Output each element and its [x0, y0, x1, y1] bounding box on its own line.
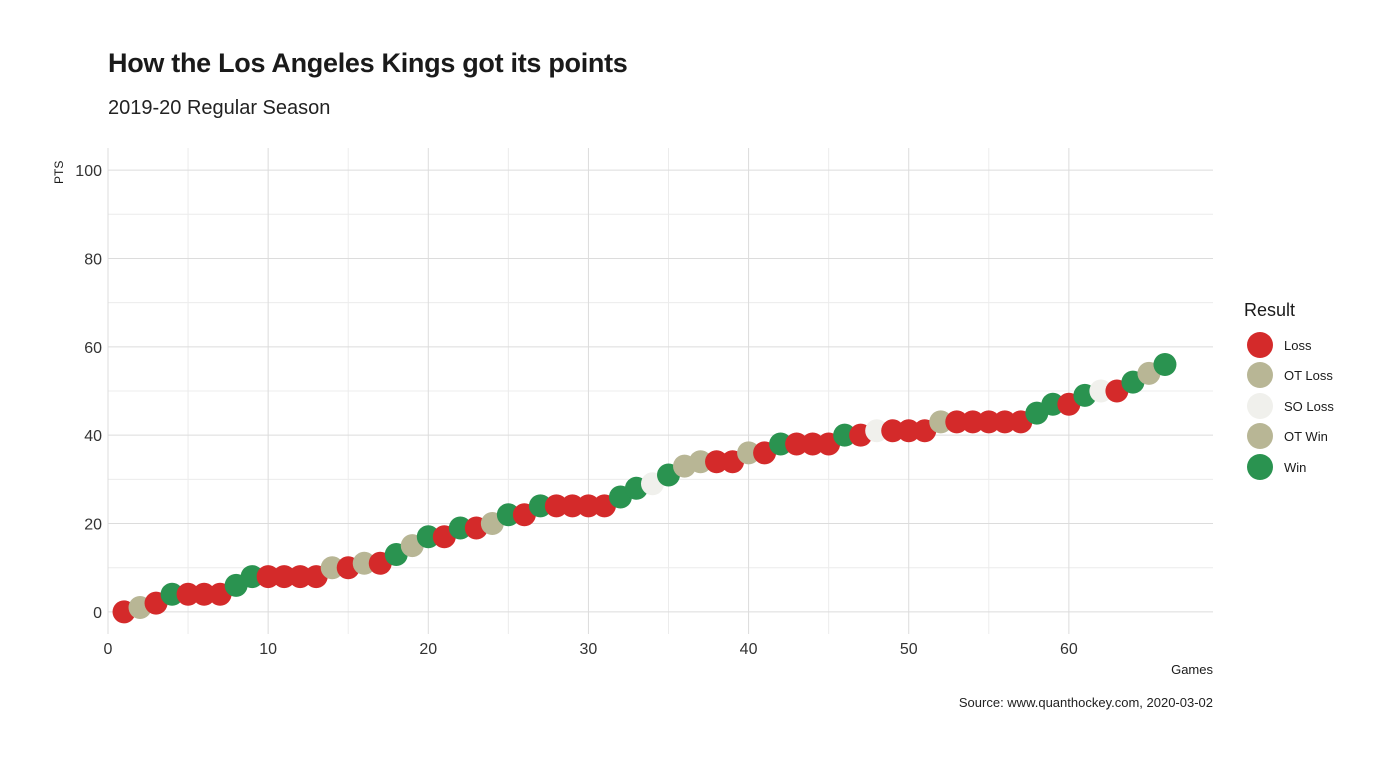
legend-label-so-loss: SO Loss: [1284, 398, 1334, 414]
y-tick-label: 0: [93, 605, 102, 622]
x-tick-labels: 0 10 20 30 40 50 60: [104, 641, 1078, 658]
y-tick-labels: 0 20 40 60 80 100: [75, 163, 102, 622]
point-win: [448, 516, 472, 540]
legend-item-loss: Loss: [1247, 331, 1311, 359]
point-loss: [544, 494, 568, 518]
minor-gridlines: [108, 148, 1213, 634]
x-tick-label: 60: [1060, 641, 1078, 658]
point-loss: [961, 410, 985, 434]
point-loss: [288, 565, 312, 589]
point-loss: [176, 582, 200, 606]
x-tick-label: 30: [580, 641, 598, 658]
point-loss: [881, 419, 905, 443]
point-loss: [576, 494, 600, 518]
point-so-loss: [865, 419, 889, 443]
x-tick-label: 50: [900, 641, 918, 658]
x-tick-label: 0: [104, 641, 113, 658]
legend-item-win: Win: [1247, 453, 1306, 481]
point-loss: [897, 419, 921, 443]
point-loss: [256, 565, 280, 589]
point-win: [833, 423, 857, 447]
legend-label-loss: Loss: [1284, 337, 1312, 353]
legend-swatch-loss: [1247, 332, 1273, 358]
legend-item-ot-win: OT Win: [1247, 422, 1328, 450]
y-tick-label: 100: [75, 163, 102, 180]
point-win: [769, 432, 793, 456]
point-loss: [272, 565, 296, 589]
legend-title: Result: [1244, 300, 1296, 320]
legend-swatch-win: [1247, 454, 1273, 480]
point-loss: [993, 410, 1017, 434]
point-loss: [801, 432, 825, 456]
legend-label-ot-loss: OT Loss: [1284, 367, 1333, 383]
chart-title: How the Los Angeles Kings got its points: [108, 48, 628, 78]
point-win: [1153, 352, 1177, 376]
point-ot-loss: [689, 450, 713, 474]
point-win: [240, 565, 264, 589]
y-tick-label: 20: [84, 517, 102, 534]
point-win: [1041, 392, 1065, 416]
point-loss: [560, 494, 584, 518]
major-gridlines: [107, 148, 1213, 634]
legend-swatch-so-loss: [1247, 393, 1273, 419]
y-tick-label: 80: [84, 251, 102, 268]
legend-label-win: Win: [1284, 459, 1307, 475]
point-win: [496, 503, 520, 527]
x-axis-label: Games: [1171, 662, 1213, 677]
point-ot-win: [320, 556, 344, 580]
legend-label-ot-win: OT Win: [1284, 428, 1328, 444]
x-tick-label: 10: [259, 641, 277, 658]
chart-subtitle: 2019-20 Regular Season: [108, 97, 331, 119]
point-ot-loss: [929, 410, 953, 434]
point-loss: [977, 410, 1001, 434]
legend-item-ot-loss: OT Loss: [1247, 361, 1333, 389]
source-caption: Source: www.quanthockey.com, 2020-03-02: [958, 695, 1213, 710]
point-win: [528, 494, 552, 518]
legend-item-so-loss: SO Loss: [1247, 392, 1334, 420]
point-ot-loss: [352, 551, 376, 575]
point-loss: [945, 410, 969, 434]
point-win: [160, 582, 184, 606]
point-loss: [785, 432, 809, 456]
point-ot-loss: [737, 441, 761, 465]
legend-swatch-ot-loss: [1247, 362, 1273, 388]
data-points: [112, 352, 1177, 624]
x-tick-label: 40: [740, 641, 758, 658]
x-tick-label: 20: [419, 641, 437, 658]
point-loss: [705, 450, 729, 474]
y-tick-label: 60: [84, 340, 102, 357]
legend-swatch-ot-win: [1247, 423, 1273, 449]
y-tick-label: 40: [84, 428, 102, 445]
point-so-loss: [1089, 379, 1113, 403]
point-win: [416, 525, 440, 549]
point-loss: [192, 582, 216, 606]
